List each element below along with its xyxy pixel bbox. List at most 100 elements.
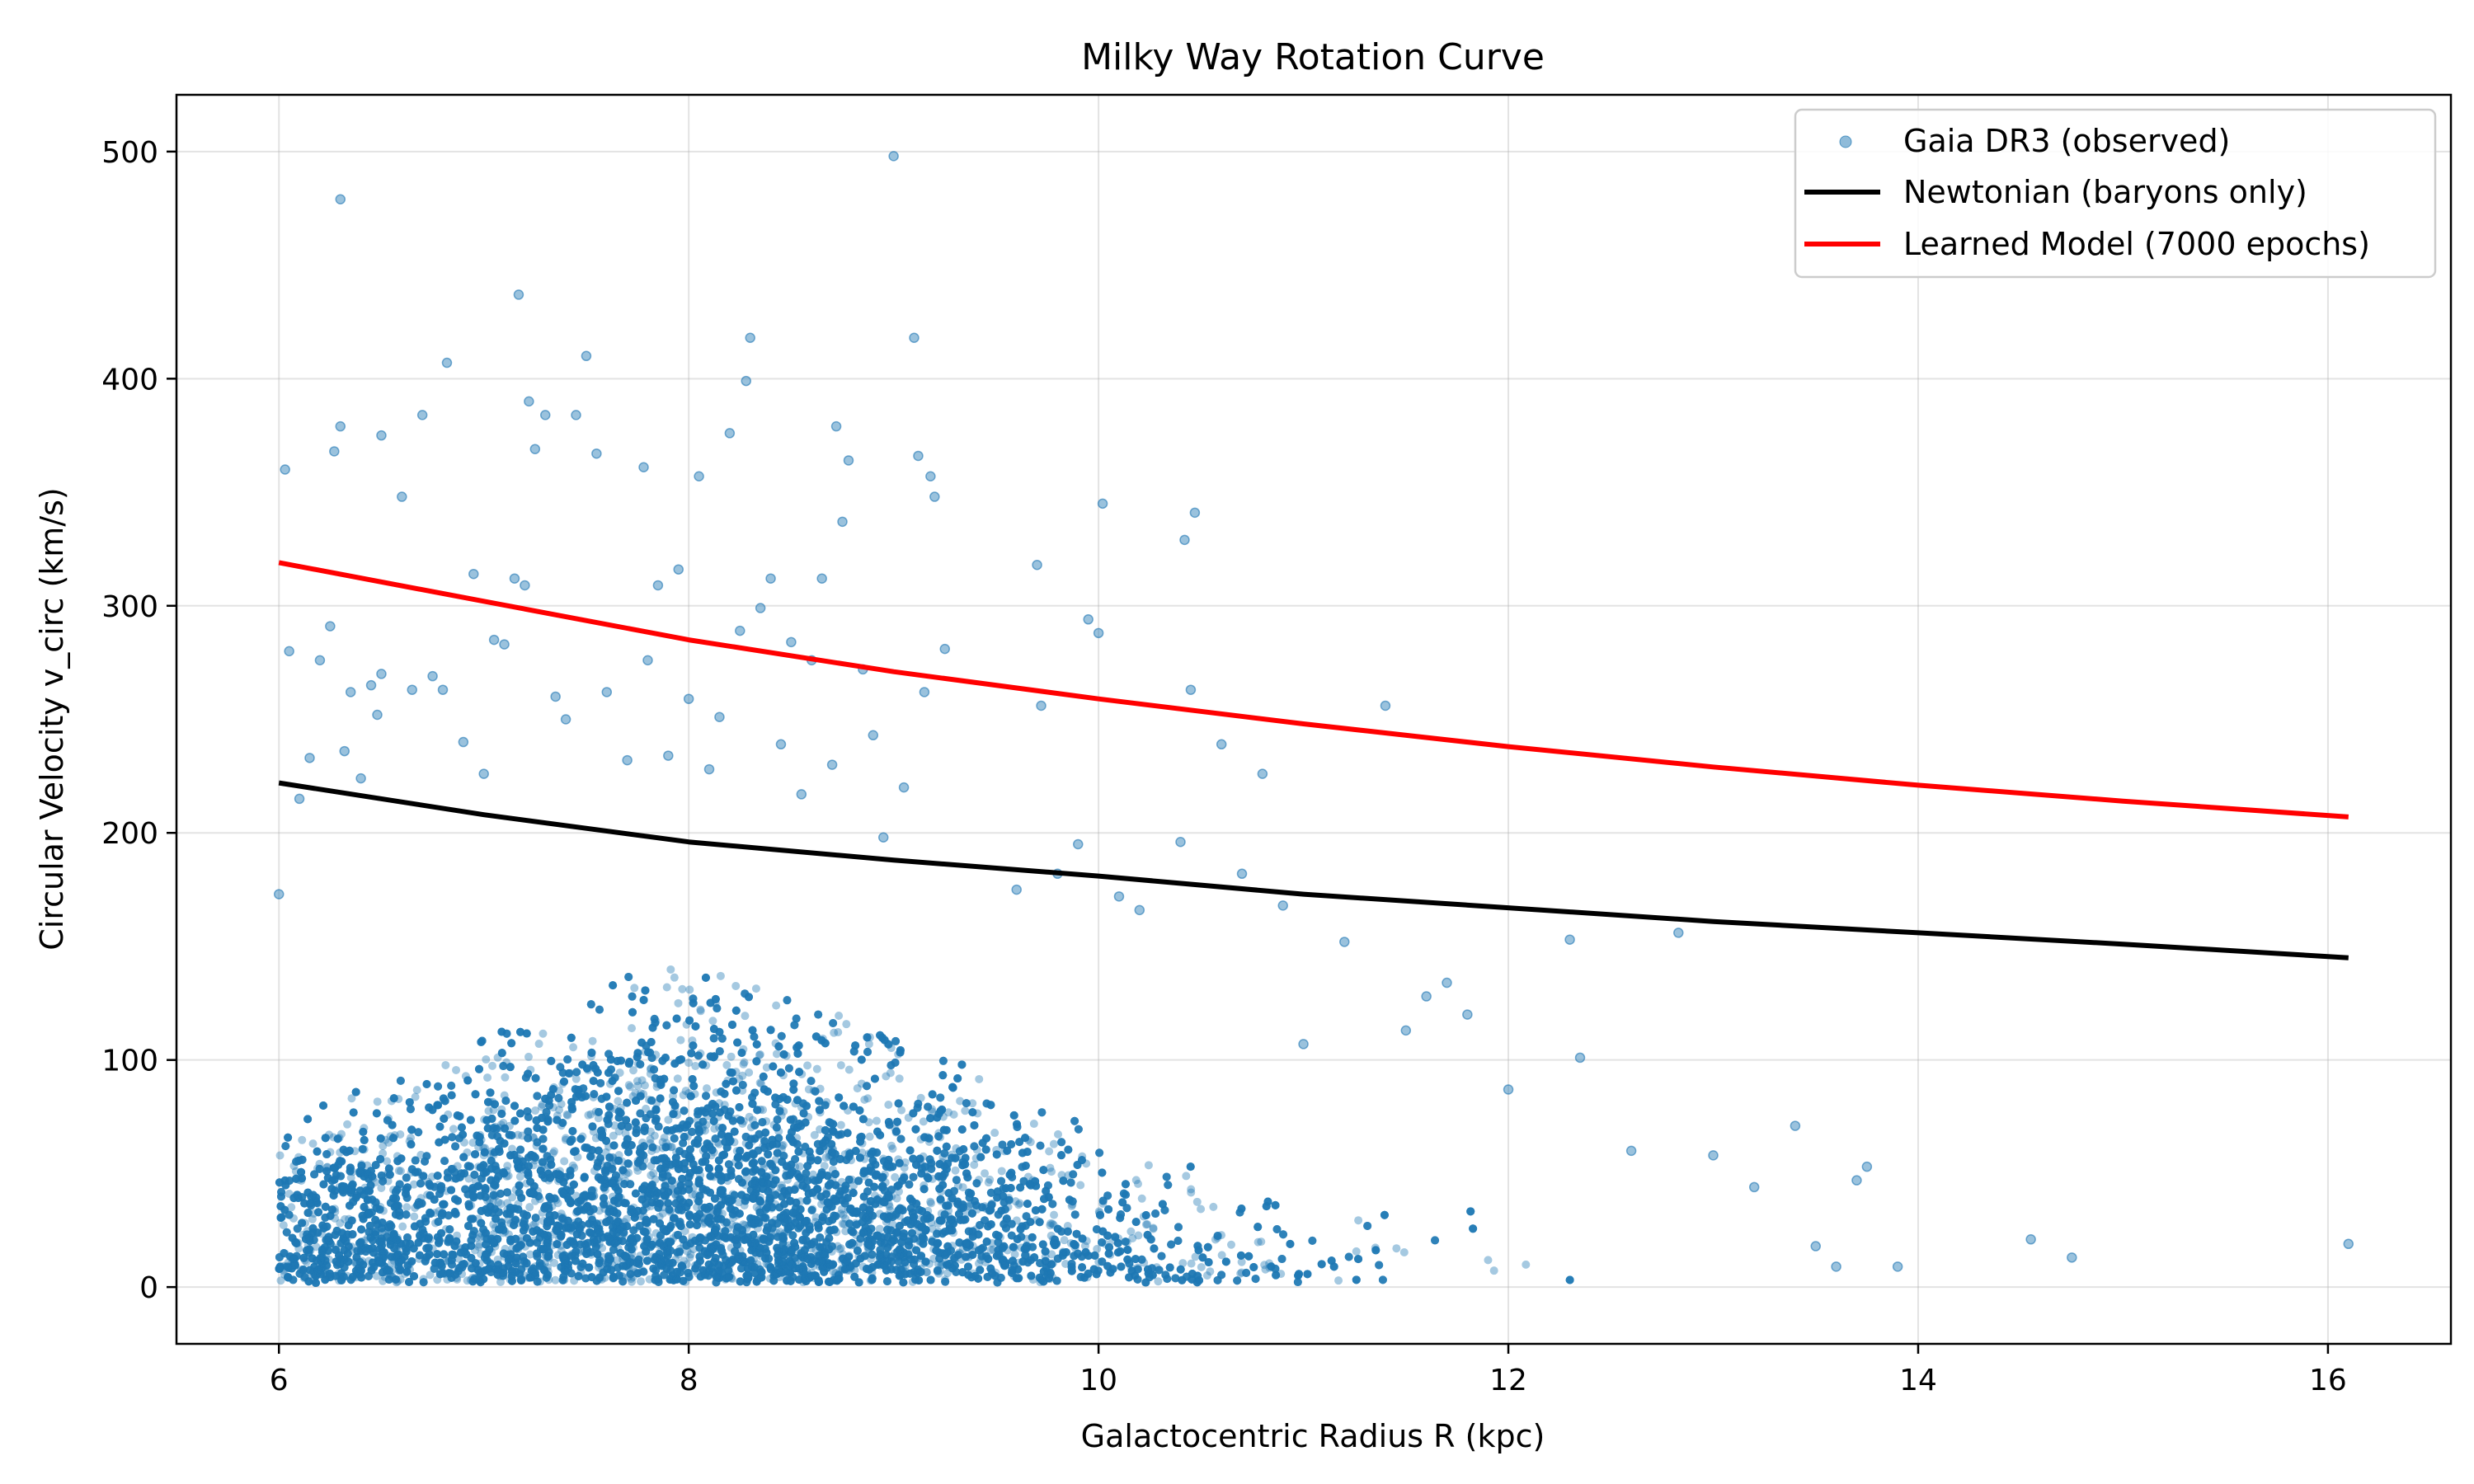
scatter-point [640,1081,649,1090]
scatter-point [567,1225,576,1234]
scatter-point [288,1258,297,1267]
scatter-point [633,1157,642,1166]
scatter-point [673,1111,682,1120]
scatter-point [608,1159,617,1168]
scatter-point [606,1161,615,1170]
scatter-point [860,1095,869,1104]
scatter-point [746,1123,755,1132]
scatter-point [937,1196,946,1205]
scatter-point [529,1161,538,1170]
scatter-point [751,984,760,993]
scatter-point [584,1065,593,1074]
scatter-point [303,1227,312,1236]
scatter-point [680,1256,689,1266]
scatter-point [550,1147,559,1156]
scatter-point [343,1120,352,1129]
scatter-point [857,1079,866,1088]
scatter-point [948,1150,957,1159]
scatter-point [689,1183,698,1192]
scatter-point [511,1186,520,1195]
scatter-point [740,1058,749,1067]
scatter-point [1178,1259,1188,1268]
scatter-point [307,1270,316,1279]
scatter-point [1140,1258,1149,1267]
scatter-point [656,1157,666,1166]
scatter-point [1060,1236,1069,1245]
scatter-point [531,1106,540,1115]
scatter-point [289,1162,299,1171]
scatter-point [377,1183,386,1192]
scatter-point [836,1120,845,1129]
scatter-point [641,1047,650,1056]
scatter-point [783,1167,792,1176]
scatter-point [696,1005,705,1014]
scatter-point [666,1207,675,1216]
scatter-point [656,1247,665,1256]
scatter-point [981,1202,990,1211]
scatter-point [839,1210,848,1219]
scatter-point [894,1187,903,1196]
scatter-point [739,1045,748,1054]
scatter-point [810,1274,819,1283]
scatter-point [1522,1260,1531,1269]
scatter-point [449,1174,458,1183]
scatter-point [703,1084,712,1093]
scatter-point [844,1065,854,1074]
scatter-point [714,1112,723,1121]
scatter-point [626,1082,635,1092]
scatter-point [795,1162,804,1171]
scatter-point [1046,1275,1055,1284]
scatter-point [276,1276,285,1285]
scatter-point [449,1125,458,1134]
scatter-point [803,1061,812,1070]
scatter-point [636,1252,645,1261]
scatter-point [684,1059,694,1068]
scatter-point [668,1161,677,1170]
scatter-point [797,1251,807,1260]
scatter-point [590,1191,599,1200]
scatter-point [285,1190,294,1199]
scatter-point [309,1209,318,1218]
scatter-point [513,1257,522,1266]
scatter-point [968,1099,977,1108]
scatter-point [916,1134,925,1144]
scatter-point [308,1139,317,1148]
scatter-point [618,1157,627,1166]
scatter-point [727,1052,736,1061]
scatter-point [967,1201,976,1210]
scatter-point [786,1243,795,1252]
scatter-point [275,1263,285,1272]
scatter-point [474,1143,483,1152]
scatter-point [1044,1265,1053,1274]
scatter-point [767,1194,776,1203]
scatter-point [698,1214,707,1223]
scatter-point [524,1273,533,1282]
scatter-point [407,1168,416,1177]
scatter-point [829,1144,838,1153]
scatter-point [570,1276,579,1285]
scatter-point [990,1129,999,1138]
scatter-point [804,1112,813,1121]
scatter-point [426,1270,435,1280]
scatter-point [614,1097,623,1106]
scatter-point [885,1202,894,1211]
scatter-point [593,1249,602,1258]
scatter-point [609,1274,618,1283]
scatter-point [595,1275,604,1284]
scatter-point [614,1151,623,1160]
scatter-point [731,1222,741,1231]
scatter-point [321,1266,330,1275]
scatter-point [534,1040,543,1049]
scatter-point [480,1233,489,1242]
scatter-point [506,1249,515,1258]
scatter-point [515,1172,524,1181]
scatter-point [539,1029,548,1038]
scatter-point [908,1277,917,1286]
scatter-point [452,1065,461,1074]
scatter-point [322,1162,332,1172]
scatter-point [947,1196,956,1205]
scatter-point [1257,1237,1266,1247]
scatter-point [441,1060,450,1069]
scatter-point [394,1167,403,1176]
